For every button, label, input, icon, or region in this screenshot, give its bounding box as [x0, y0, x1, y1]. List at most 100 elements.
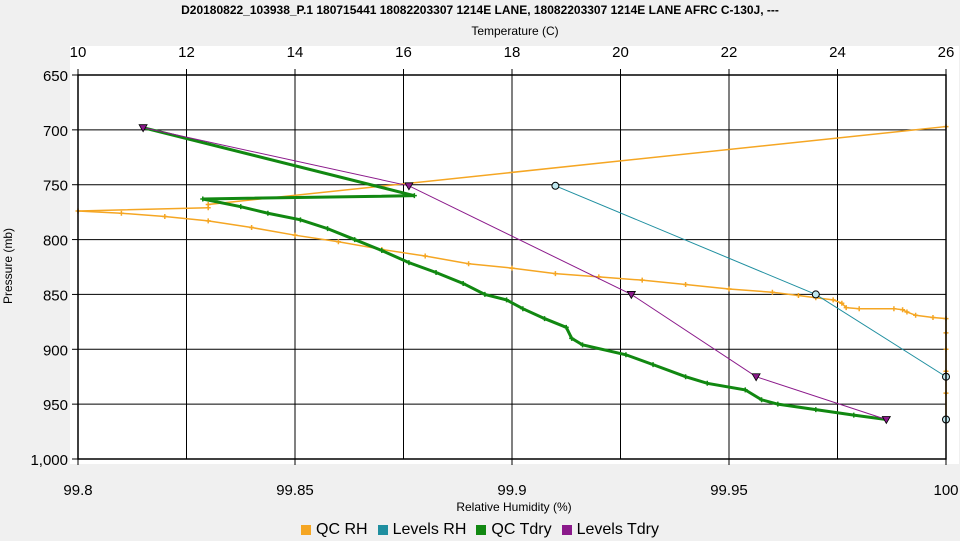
bottom-tick-label: 99.9: [497, 482, 526, 499]
series-qc-tdry: [140, 125, 889, 423]
data-point: [205, 201, 211, 207]
plot-frame: [77, 74, 947, 460]
data-point: [569, 335, 575, 341]
data-point: [775, 401, 781, 407]
top-tick-label: 20: [612, 44, 629, 61]
legend-item: Levels Tdry: [561, 521, 659, 539]
legend-label: Levels Tdry: [576, 521, 659, 538]
legend-swatch: [476, 525, 487, 535]
top-tick-label: 26: [938, 44, 955, 61]
data-point: [422, 253, 428, 259]
legend-swatch: [561, 525, 572, 535]
data-point: [406, 260, 412, 266]
y-tick-label: 900: [43, 342, 68, 359]
data-point: [742, 387, 748, 393]
data-point: [552, 271, 558, 277]
y-tick-label: 950: [43, 397, 68, 414]
data-point: [482, 291, 488, 297]
data-point: [265, 210, 271, 216]
data-point: [509, 265, 515, 271]
data-point: [769, 289, 775, 295]
data-point: [520, 306, 526, 312]
data-point: [639, 277, 645, 283]
top-tick-label: 12: [178, 44, 195, 61]
y-tick-label: 650: [43, 68, 68, 85]
data-point: [913, 312, 919, 318]
y-tick-label: 1,000: [30, 452, 68, 469]
data-point: [411, 193, 417, 199]
axes: 650 700 750 800 850 900 950 1,000 10 12 14 16 18 20 22…: [30, 44, 958, 499]
data-point: [466, 261, 472, 267]
data-point: [379, 248, 385, 254]
data-point: [839, 300, 845, 306]
legend-item: QC RH: [301, 521, 368, 539]
top-tick-label: 10: [70, 44, 87, 61]
top-tick-label: 18: [504, 44, 521, 61]
chart-canvas: D20180822_103938_P.1 180715441 180822033…: [1, 3, 959, 514]
legend-swatch: [301, 525, 312, 535]
data-point: [297, 217, 303, 223]
legend-label: QC RH: [316, 521, 368, 538]
data-point: [623, 352, 629, 358]
data-point: [900, 307, 906, 313]
data-point: [683, 282, 689, 288]
data-point: [759, 397, 765, 403]
bottom-tick-label: 99.8: [63, 482, 92, 499]
data-point: [626, 291, 637, 300]
series-qc-rh: [75, 124, 949, 421]
data-point: [551, 181, 560, 190]
data-point: [726, 286, 732, 292]
data-point: [856, 306, 862, 312]
legend-item: QC Tdry: [476, 521, 552, 539]
data-point: [881, 416, 892, 425]
legend-label: Levels RH: [392, 521, 467, 538]
data-point: [751, 373, 761, 382]
data-point: [292, 232, 298, 238]
data-point: [830, 297, 836, 303]
data-point: [843, 305, 849, 311]
data-point: [851, 412, 857, 418]
data-point: [580, 342, 586, 348]
legend-swatch: [377, 525, 388, 535]
data-point: [200, 196, 206, 202]
data-point: [162, 214, 168, 220]
data-point: [904, 309, 910, 315]
data-point: [813, 407, 819, 413]
top-tick-label: 16: [395, 44, 412, 61]
y-tick-label: 700: [43, 123, 68, 140]
y-axis-label: Pressure (mb): [1, 228, 15, 304]
data-point: [325, 226, 331, 232]
data-point: [335, 239, 341, 245]
legend-label: QC Tdry: [491, 521, 552, 538]
legend: QC RH Levels RH QC Tdry Levels Tdry: [0, 519, 960, 541]
data-point: [138, 124, 148, 133]
bottom-axis-label: Relative Humidity (%): [456, 500, 571, 514]
data-point: [683, 374, 689, 380]
y-tick-label: 850: [43, 287, 68, 304]
data-point: [404, 182, 414, 191]
data-point: [118, 210, 124, 216]
data-point: [238, 204, 244, 210]
data-point: [650, 362, 656, 368]
top-tick-label: 22: [721, 44, 738, 61]
data-point: [795, 293, 801, 299]
series-levels-tdry: [138, 124, 892, 425]
bottom-tick-label: 99.85: [276, 482, 314, 499]
data-point: [704, 380, 710, 386]
data-point: [504, 297, 510, 303]
data-point: [930, 314, 936, 320]
data-point: [433, 269, 439, 275]
grid: [78, 75, 946, 459]
data-point: [891, 306, 897, 312]
chart-title: D20180822_103938_P.1 180715441 180822033…: [181, 3, 779, 17]
data-point: [352, 237, 358, 243]
series-layer: [75, 124, 950, 425]
plot-area: [70, 46, 959, 464]
bottom-tick-label: 100: [933, 482, 958, 499]
y-tick-label: 750: [43, 178, 68, 195]
legend-item: Levels RH: [377, 521, 467, 539]
top-tick-label: 14: [287, 44, 304, 61]
data-point: [542, 316, 548, 322]
data-point: [811, 290, 820, 299]
bottom-tick-label: 99.95: [710, 482, 748, 499]
